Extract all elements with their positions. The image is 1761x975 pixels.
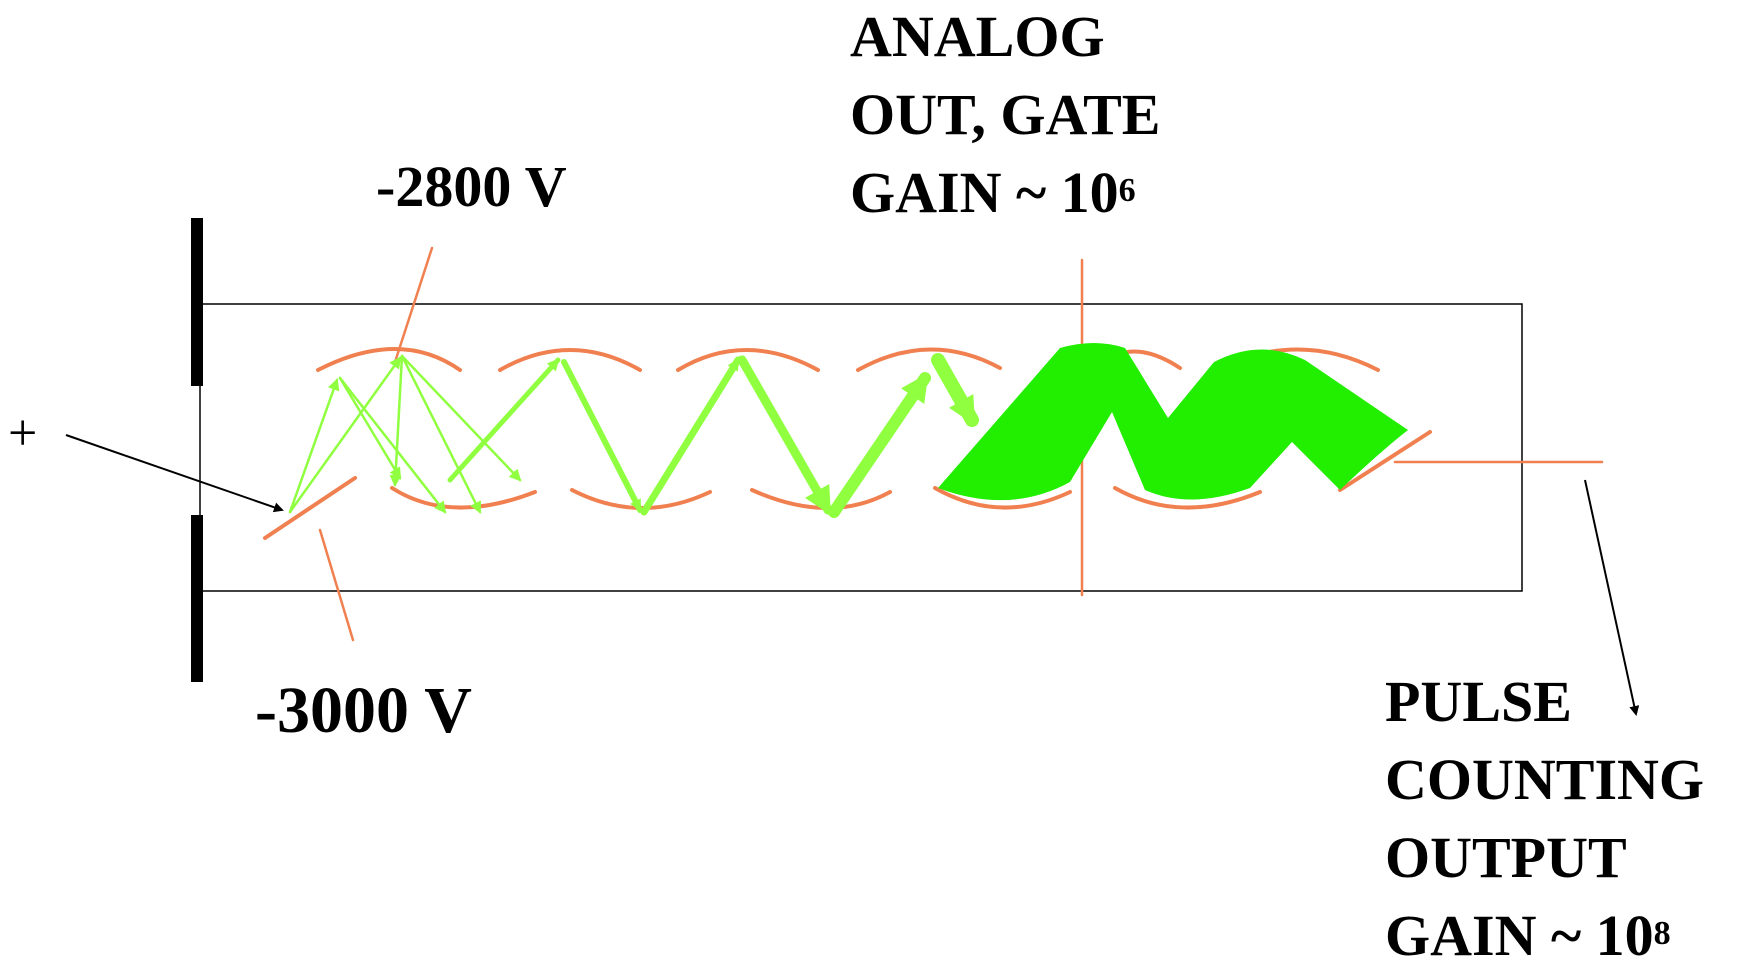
pulse-gain-exponent: 8 bbox=[1654, 915, 1671, 952]
pulse-label-line2: COUNTING bbox=[1385, 741, 1704, 819]
analog-gain-line: GAIN ~ 106 bbox=[850, 154, 1160, 232]
electron-cloud bbox=[938, 343, 1408, 500]
analog-gain-exponent: 6 bbox=[1119, 172, 1136, 209]
analog-label-line2: OUT, GATE bbox=[850, 76, 1160, 154]
dynode-top-4 bbox=[858, 349, 1000, 370]
incoming-particle-label: + bbox=[8, 404, 37, 463]
dynode-top-1 bbox=[318, 349, 460, 370]
dynode-bottom-2 bbox=[572, 490, 710, 508]
cathode-voltage-label: -3000 V bbox=[255, 672, 472, 750]
pulse-gain-line: GAIN ~ 108 bbox=[1385, 897, 1704, 975]
pulse-label-line1: PULSE bbox=[1385, 663, 1704, 741]
dynode-bottom-1 bbox=[392, 488, 535, 508]
pulse-label-line3: OUTPUT bbox=[1385, 819, 1704, 897]
dynode-voltage-label: -2800 V bbox=[376, 148, 567, 226]
analog-out-label: ANALOG OUT, GATE GAIN ~ 106 bbox=[850, 0, 1160, 232]
dynode-top-2 bbox=[500, 350, 640, 370]
conversion-dynode-lead bbox=[320, 530, 353, 640]
incoming-particle-arrow bbox=[66, 435, 282, 510]
pulse-counting-label: PULSE COUNTING OUTPUT GAIN ~ 108 bbox=[1385, 663, 1704, 975]
first-dynode-lead bbox=[395, 248, 432, 362]
dynodes bbox=[265, 248, 1602, 640]
analog-label-line1: ANALOG bbox=[850, 0, 1160, 76]
